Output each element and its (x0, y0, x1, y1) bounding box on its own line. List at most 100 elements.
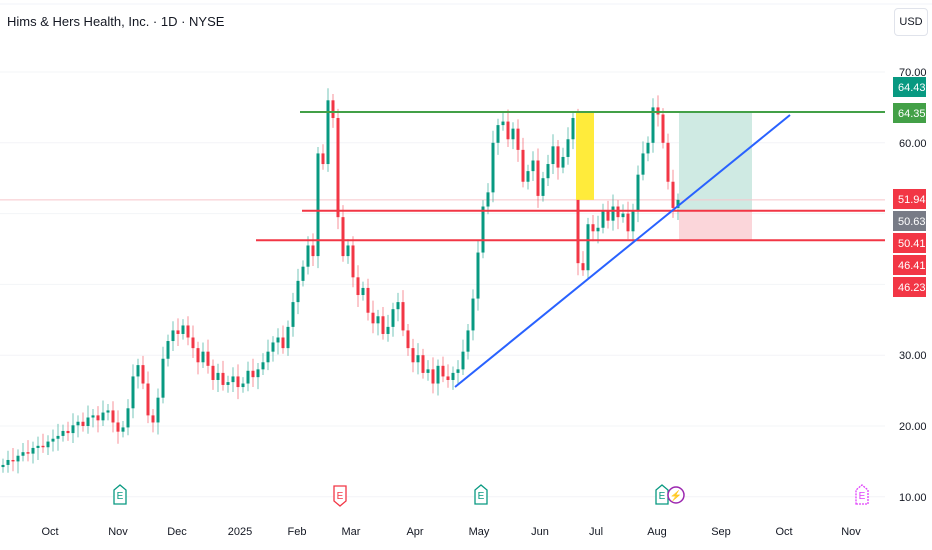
candle-body (656, 107, 660, 115)
candle (276, 328, 280, 355)
candle-body (306, 245, 310, 267)
y-tick-label: 60.00 (899, 138, 927, 150)
candle-body (516, 128, 520, 150)
candle (406, 324, 410, 356)
candle (626, 201, 630, 240)
candle (211, 359, 215, 390)
candle (111, 401, 115, 433)
x-tick-label: Sep (711, 526, 731, 538)
candle-body (361, 287, 365, 296)
price-label: 64.43 (893, 77, 926, 97)
candle-body (11, 459, 15, 462)
candle (281, 325, 285, 354)
candle-body (676, 199, 680, 208)
price-label-text: 50.63 (898, 216, 926, 228)
candle (6, 450, 10, 473)
x-tick-label: Nov (841, 526, 861, 538)
candle (51, 429, 55, 452)
candle-body (416, 355, 420, 363)
candle-body (571, 118, 575, 140)
event-marker-shape (855, 484, 869, 505)
candle-body (121, 427, 125, 432)
candle-body (356, 277, 360, 296)
candle-body (91, 415, 95, 418)
candle-body (96, 415, 100, 421)
candle (391, 302, 395, 337)
candle (556, 139, 560, 180)
candle (536, 148, 540, 208)
y-tick-label: 20.00 (899, 421, 927, 433)
candle (661, 108, 665, 149)
candle-body (56, 435, 60, 439)
candle-body (211, 365, 215, 380)
candle-body (311, 245, 315, 257)
candle (546, 154, 550, 186)
candle-body (671, 181, 675, 208)
candle-body (46, 441, 50, 448)
candle-body (66, 430, 70, 434)
candle (306, 236, 310, 275)
event-earnings-upcoming-icon[interactable]: E (855, 484, 869, 505)
candle-body (341, 217, 345, 257)
candle (651, 98, 655, 153)
event-marker-shape (474, 484, 488, 505)
candle-body (531, 160, 535, 172)
candle (241, 377, 245, 393)
candle (121, 421, 125, 438)
candle-body (561, 156, 565, 168)
candle-body (541, 178, 545, 196)
price-label-bg (893, 77, 926, 97)
candle-body (616, 206, 620, 218)
candle-body (636, 174, 640, 211)
x-tick-label: 2025 (228, 526, 252, 538)
candle-body (641, 153, 645, 175)
candle (336, 108, 340, 230)
candle-body (396, 302, 400, 310)
candle (366, 278, 370, 321)
candle-body (521, 149, 525, 182)
candle-body (581, 263, 585, 271)
event-earnings-icon[interactable]: E (655, 484, 669, 505)
candle-body (446, 376, 450, 380)
currency-button[interactable]: USD (894, 8, 928, 36)
candle (106, 404, 110, 421)
candle (486, 183, 490, 215)
event-earnings-icon[interactable]: E (474, 484, 488, 505)
candle-body (76, 421, 80, 426)
candle (171, 321, 175, 351)
x-tick-label: Nov (108, 526, 128, 538)
candle (466, 324, 470, 360)
candle-body (231, 376, 235, 383)
candle-body (646, 142, 650, 154)
candle (136, 358, 140, 389)
candle-body (476, 252, 480, 299)
event-marker-label: ⚡ (670, 489, 682, 502)
candle-body (491, 142, 495, 193)
event-marker-shape (333, 485, 347, 507)
price-label: 64.35 (893, 103, 926, 123)
candle-body (496, 125, 500, 143)
candle (491, 130, 495, 203)
event-earnings-icon[interactable]: E (333, 485, 347, 507)
x-tick-label: Feb (288, 526, 307, 538)
candle (101, 400, 105, 426)
event-marker-label: E (659, 491, 666, 502)
candle-body (241, 383, 245, 388)
candle (496, 118, 500, 155)
candle (326, 88, 330, 172)
candle (41, 433, 45, 453)
event-earnings-icon[interactable]: E (113, 484, 127, 505)
candle (361, 281, 365, 301)
price-label-text: 50.41 (898, 238, 926, 250)
event-dividend-split-icon[interactable]: ⚡ (667, 486, 685, 504)
candle (216, 363, 220, 393)
candle-body (301, 266, 305, 281)
candle-body (591, 224, 595, 232)
candle-body (501, 121, 505, 126)
candle-body (621, 213, 625, 218)
candle (316, 147, 320, 269)
candle (561, 147, 565, 174)
candle (451, 366, 455, 390)
